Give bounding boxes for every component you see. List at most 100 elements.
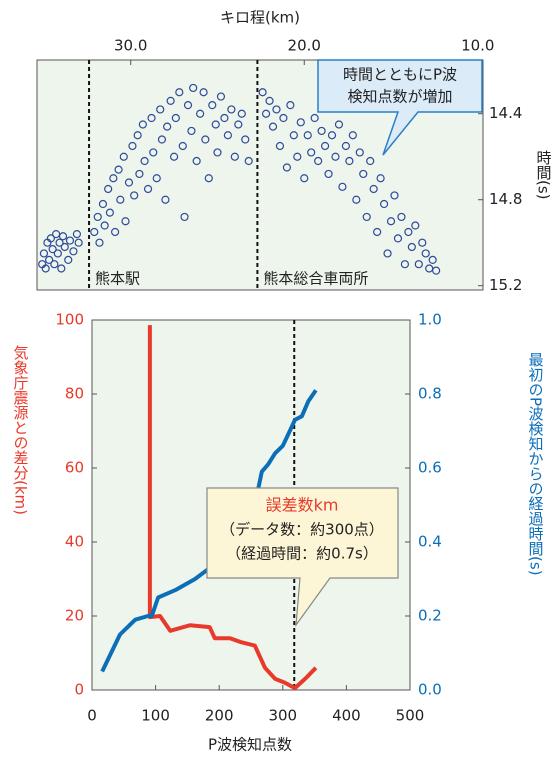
bottom-callout-line: （データ数：約300点） (220, 521, 384, 539)
point (373, 227, 382, 237)
point (211, 120, 220, 129)
y2-tick-label: 0.2 (418, 607, 442, 625)
point (156, 105, 165, 114)
point (352, 195, 361, 204)
bottom-x-label: P波検知点数 (208, 736, 292, 754)
point (98, 199, 108, 209)
point (114, 165, 123, 174)
point (104, 184, 113, 194)
point (199, 88, 208, 97)
point (74, 238, 83, 247)
bottom-callout-title: 誤差数km (266, 496, 339, 515)
point (261, 109, 271, 118)
point (41, 264, 50, 273)
point (400, 260, 410, 269)
point (189, 83, 198, 93)
bottom-callout (206, 487, 399, 628)
point (180, 212, 189, 222)
point (386, 217, 396, 226)
top-callout-line: 時間とともにP波 (343, 66, 457, 84)
point (166, 96, 175, 105)
point (345, 156, 354, 166)
point (227, 105, 236, 114)
point (183, 101, 193, 110)
point (369, 184, 378, 194)
point (48, 245, 57, 254)
point (244, 156, 253, 166)
point (220, 113, 229, 123)
point (147, 113, 156, 123)
point (237, 109, 246, 118)
point (135, 169, 144, 179)
y-tick-label: 0 (74, 681, 84, 699)
point (95, 238, 104, 247)
point (57, 264, 66, 273)
point (201, 135, 210, 144)
y-tick-label: 14.4 (489, 104, 522, 122)
point (100, 221, 109, 230)
point (65, 236, 75, 245)
y2-tick-label: 1.0 (418, 311, 442, 329)
y-tick-label: 100 (55, 311, 84, 329)
bottom-y-label: 気象庁震源との差分(km) (12, 345, 30, 515)
point (124, 178, 134, 187)
series-line (147, 325, 318, 691)
point (341, 141, 351, 151)
point (216, 92, 226, 101)
x-tick-label: 10.0 (461, 37, 494, 55)
point (366, 156, 375, 166)
point (272, 105, 281, 114)
point (421, 249, 430, 258)
point (324, 169, 333, 179)
point (348, 131, 357, 140)
bottom-y2-label: 最初のP波検知からの経過時間(s) (527, 352, 545, 576)
point (414, 260, 423, 269)
point (171, 113, 180, 123)
point (138, 120, 147, 129)
y-tick-label: 14.8 (489, 190, 522, 208)
point (143, 184, 153, 194)
point (208, 101, 217, 110)
point (327, 131, 337, 140)
point (331, 152, 340, 161)
y2-tick-label: 0.0 (418, 681, 442, 699)
point (175, 88, 184, 97)
point (359, 169, 368, 179)
x-tick-label: 300 (268, 707, 297, 725)
point (140, 156, 149, 166)
point (192, 156, 201, 166)
point (130, 191, 139, 200)
point (411, 221, 420, 230)
point (241, 135, 250, 144)
x-tick-label: 20.0 (288, 37, 321, 55)
point (93, 212, 102, 222)
x-tick-label: 500 (396, 707, 425, 725)
point (275, 141, 285, 151)
point (128, 141, 137, 151)
top-x-label: キロ程(km) (220, 9, 300, 27)
point (196, 109, 205, 118)
station-label: 熊本総合車両所 (263, 270, 368, 288)
point (296, 118, 305, 127)
station-label: 熊本駅 (95, 270, 140, 288)
point (121, 217, 130, 226)
point (105, 208, 114, 217)
point (163, 122, 172, 131)
y2-tick-label: 0.8 (418, 385, 442, 403)
point (133, 131, 142, 140)
x-tick-label: 100 (141, 707, 170, 725)
point (355, 148, 364, 157)
point (39, 249, 49, 258)
point (300, 174, 309, 183)
point (53, 249, 62, 258)
point (149, 148, 158, 157)
x-tick-label: 200 (205, 707, 234, 725)
point (379, 199, 389, 209)
point (432, 266, 441, 275)
point (204, 174, 213, 183)
point (90, 227, 99, 237)
y-tick-label: 40 (65, 533, 84, 551)
point (376, 174, 385, 183)
point (397, 212, 406, 222)
point (418, 238, 427, 247)
